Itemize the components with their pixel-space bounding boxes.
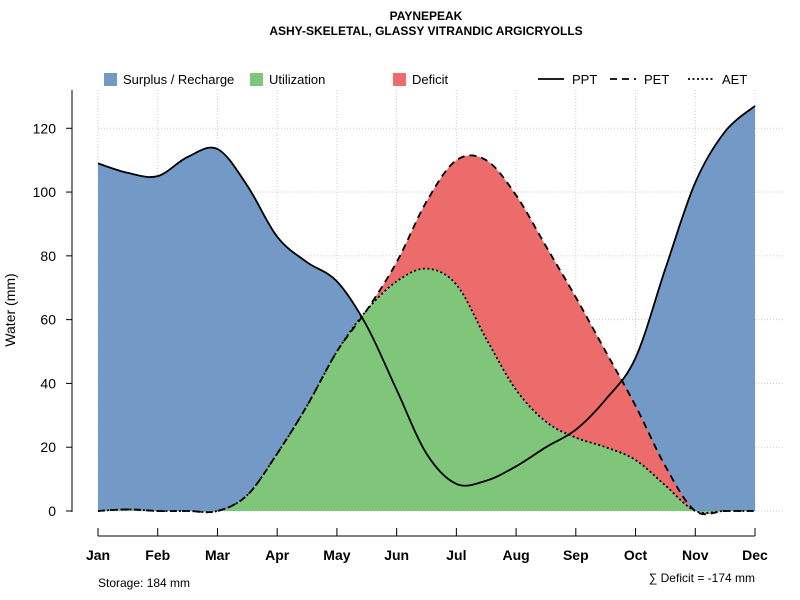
y-tick-label: 80 — [40, 248, 56, 264]
x-tick-label: Mar — [205, 547, 230, 563]
legend-item: PPT — [538, 72, 597, 87]
legend-item: Deficit — [393, 72, 449, 87]
legend-label: Surplus / Recharge — [123, 72, 234, 87]
area-utilization — [98, 268, 755, 513]
legend-swatch — [104, 73, 117, 86]
x-tick-label: May — [323, 547, 350, 563]
x-tick-label: Apr — [265, 547, 290, 563]
y-tick-label: 0 — [48, 503, 56, 519]
y-tick-label: 120 — [33, 120, 57, 136]
x-tick-label: Jan — [86, 547, 110, 563]
y-tick-label: 100 — [33, 184, 57, 200]
area-fills — [98, 105, 755, 515]
y-tick-label: 20 — [40, 439, 56, 455]
legend-item: Surplus / Recharge — [104, 72, 234, 87]
storage-note: Storage: 184 mm — [98, 576, 190, 590]
legend-swatch — [250, 73, 263, 86]
line-pet — [97, 154, 755, 516]
x-tick-label: Dec — [742, 547, 768, 563]
x-tick-label: Sep — [563, 547, 589, 563]
x-tick-label: Oct — [624, 547, 648, 563]
x-tick-label: Jun — [384, 547, 409, 563]
y-tick-label: 40 — [40, 375, 56, 391]
area-deficit — [98, 155, 755, 515]
legend-item: Utilization — [250, 72, 325, 87]
y-axis-title: Water (mm) — [2, 273, 18, 346]
legend-label: Utilization — [269, 72, 325, 87]
x-tick-label: Aug — [502, 547, 529, 563]
chart-subtitle: ASHY-SKELETAL, GLASSY VITRANDIC ARGICRYO… — [269, 24, 582, 38]
legend: Surplus / Recharge Utilization Deficit PPT P… — [104, 72, 747, 87]
legend-label: AET — [722, 72, 747, 87]
series-lines — [97, 105, 756, 516]
y-tick-label: 60 — [40, 312, 56, 328]
line-aet — [97, 267, 755, 514]
legend-label: PPT — [572, 72, 597, 87]
legend-swatch — [393, 73, 406, 86]
legend-label: Deficit — [412, 72, 449, 87]
x-tick-label: Jul — [446, 547, 466, 563]
legend-item: PET — [610, 72, 669, 87]
area-surplus-recharge — [98, 105, 755, 512]
legend-item: AET — [688, 72, 747, 87]
x-tick-label: Nov — [682, 547, 709, 563]
legend-label: PET — [644, 72, 669, 87]
deficit-note: ∑ Deficit = -174 mm — [649, 571, 755, 585]
line-ppt — [97, 105, 756, 487]
chart-title: PAYNEPEAK — [390, 9, 463, 23]
x-tick-label: Feb — [145, 547, 170, 563]
axes: 0 20 40 60 80 100 120 Jan Feb Mar Apr May Jun Jul Aug S… — [33, 90, 768, 563]
